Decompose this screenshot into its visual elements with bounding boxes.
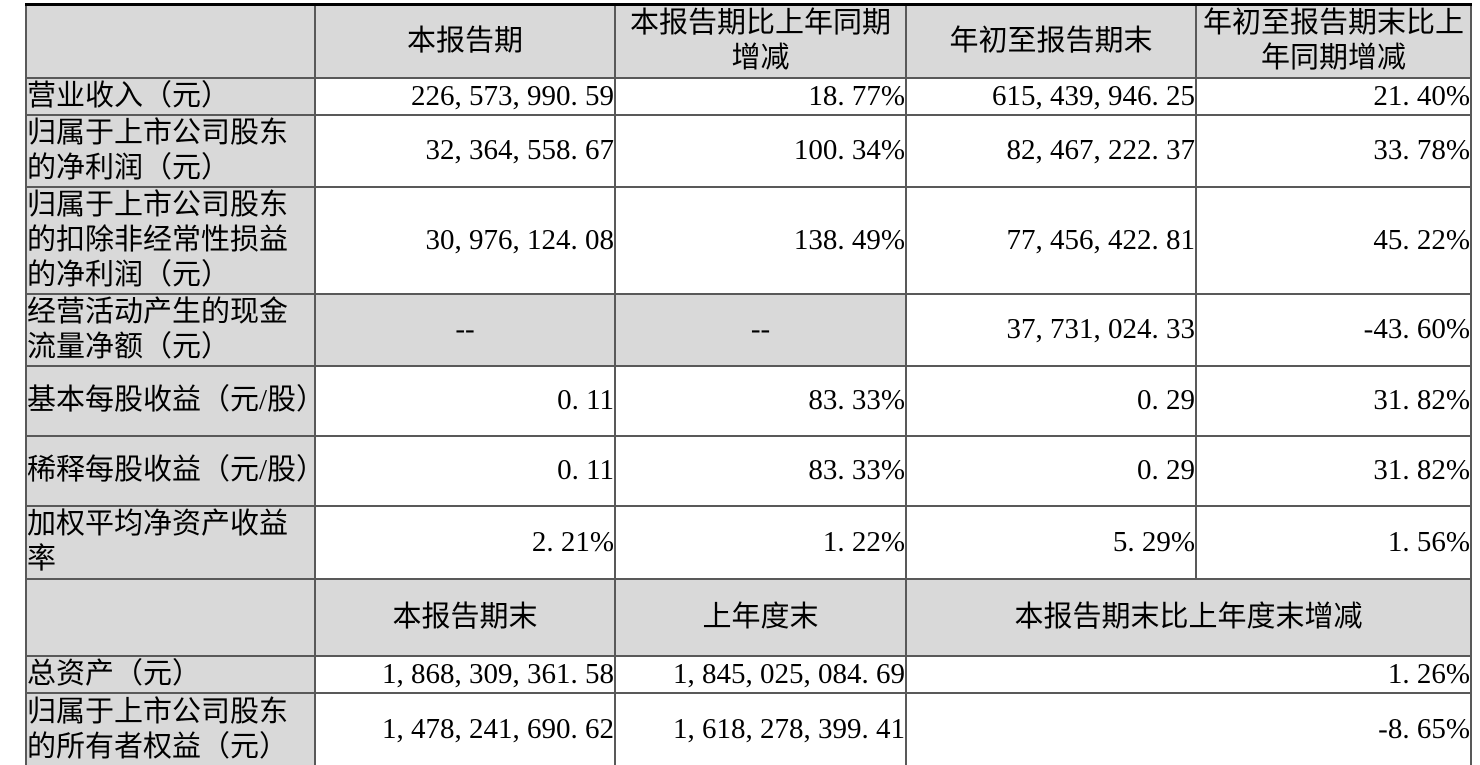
cash-flow-current-change: --	[614, 292, 907, 367]
owners-equity-change: -8. 65%	[905, 691, 1472, 765]
roe-current-change: 1. 22%	[614, 504, 907, 580]
revenue-ytd-change: 21. 40%	[1195, 76, 1472, 116]
table-row-basic-eps: 基本每股收益（元/股） 0. 11 83. 33% 0. 29 31. 82%	[25, 364, 1472, 437]
row-label: 归属于上市公司股东的扣除非经常性损益的净利润（元）	[25, 185, 316, 295]
owners-equity-prev-yearend: 1, 618, 278, 399. 41	[614, 691, 907, 765]
header-ytd-change: 年初至报告期末比上年同期增减	[1195, 3, 1472, 79]
revenue-ytd: 615, 439, 946. 25	[905, 76, 1197, 116]
cash-flow-current: --	[314, 292, 616, 367]
revenue-current: 226, 573, 990. 59	[314, 76, 616, 116]
row-label: 归属于上市公司股东的净利润（元）	[25, 113, 316, 188]
header-prev-yearend: 上年度末	[614, 577, 907, 657]
header-current-period-change: 本报告期比上年同期增减	[614, 3, 907, 79]
row-label: 归属于上市公司股东的所有者权益（元）	[25, 691, 316, 765]
table-row-net-profit: 归属于上市公司股东的净利润（元） 32, 364, 558. 67 100. 3…	[25, 113, 1472, 188]
deducted-net-profit-ytd-change: 45. 22%	[1195, 185, 1472, 295]
header-yearend-change: 本报告期末比上年度末增减	[905, 577, 1472, 657]
row-label: 加权平均净资产收益率	[25, 504, 316, 580]
row-label: 经营活动产生的现金流量净额（元）	[25, 292, 316, 367]
table-row-revenue: 营业收入（元） 226, 573, 990. 59 18. 77% 615, 4…	[25, 76, 1472, 116]
diluted-eps-ytd: 0. 29	[905, 434, 1197, 507]
period-header-row: 本报告期 本报告期比上年同期增减 年初至报告期末 年初至报告期末比上年同期增减	[25, 3, 1472, 79]
header-current-period: 本报告期	[314, 3, 616, 79]
basic-eps-ytd-change: 31. 82%	[1195, 364, 1472, 437]
basic-eps-current-change: 83. 33%	[614, 364, 907, 437]
corner-cell	[25, 577, 316, 657]
owners-equity-current-end: 1, 478, 241, 690. 62	[314, 691, 616, 765]
cash-flow-ytd: 37, 731, 024. 33	[905, 292, 1197, 367]
row-label: 总资产（元）	[25, 654, 316, 694]
row-label: 稀释每股收益（元/股）	[25, 434, 316, 507]
total-assets-current-end: 1, 868, 309, 361. 58	[314, 654, 616, 694]
roe-current: 2. 21%	[314, 504, 616, 580]
roe-ytd-change: 1. 56%	[1195, 504, 1472, 580]
table-row-weighted-roe: 加权平均净资产收益率 2. 21% 1. 22% 5. 29% 1. 56%	[25, 504, 1472, 580]
net-profit-current: 32, 364, 558. 67	[314, 113, 616, 188]
table-row-total-assets: 总资产（元） 1, 868, 309, 361. 58 1, 845, 025,…	[25, 654, 1472, 694]
basic-eps-current: 0. 11	[314, 364, 616, 437]
table-row-owners-equity: 归属于上市公司股东的所有者权益（元） 1, 478, 241, 690. 62 …	[25, 691, 1472, 765]
table-row-diluted-eps: 稀释每股收益（元/股） 0. 11 83. 33% 0. 29 31. 82%	[25, 434, 1472, 507]
net-profit-current-change: 100. 34%	[614, 113, 907, 188]
table-row-operating-cash-flow: 经营活动产生的现金流量净额（元） -- -- 37, 731, 024. 33 …	[25, 292, 1472, 367]
deducted-net-profit-ytd: 77, 456, 422. 81	[905, 185, 1197, 295]
deducted-net-profit-current-change: 138. 49%	[614, 185, 907, 295]
net-profit-ytd: 82, 467, 222. 37	[905, 113, 1197, 188]
table-row-deducted-net-profit: 归属于上市公司股东的扣除非经常性损益的净利润（元） 30, 976, 124. …	[25, 185, 1472, 295]
diluted-eps-current: 0. 11	[314, 434, 616, 507]
cash-flow-ytd-change: -43. 60%	[1195, 292, 1472, 367]
yearend-header-row: 本报告期末 上年度末 本报告期末比上年度末增减	[25, 577, 1472, 657]
header-current-period-end: 本报告期末	[314, 577, 616, 657]
total-assets-prev-yearend: 1, 845, 025, 084. 69	[614, 654, 907, 694]
row-label: 基本每股收益（元/股）	[25, 364, 316, 437]
basic-eps-ytd: 0. 29	[905, 364, 1197, 437]
financial-summary-table: 本报告期 本报告期比上年同期增减 年初至报告期末 年初至报告期末比上年同期增减 …	[25, 3, 1472, 765]
total-assets-change: 1. 26%	[905, 654, 1472, 694]
row-label: 营业收入（元）	[25, 76, 316, 116]
deducted-net-profit-current: 30, 976, 124. 08	[314, 185, 616, 295]
corner-cell	[25, 3, 316, 79]
diluted-eps-current-change: 83. 33%	[614, 434, 907, 507]
diluted-eps-ytd-change: 31. 82%	[1195, 434, 1472, 507]
header-ytd: 年初至报告期末	[905, 3, 1197, 79]
roe-ytd: 5. 29%	[905, 504, 1197, 580]
net-profit-ytd-change: 33. 78%	[1195, 113, 1472, 188]
revenue-current-change: 18. 77%	[614, 76, 907, 116]
